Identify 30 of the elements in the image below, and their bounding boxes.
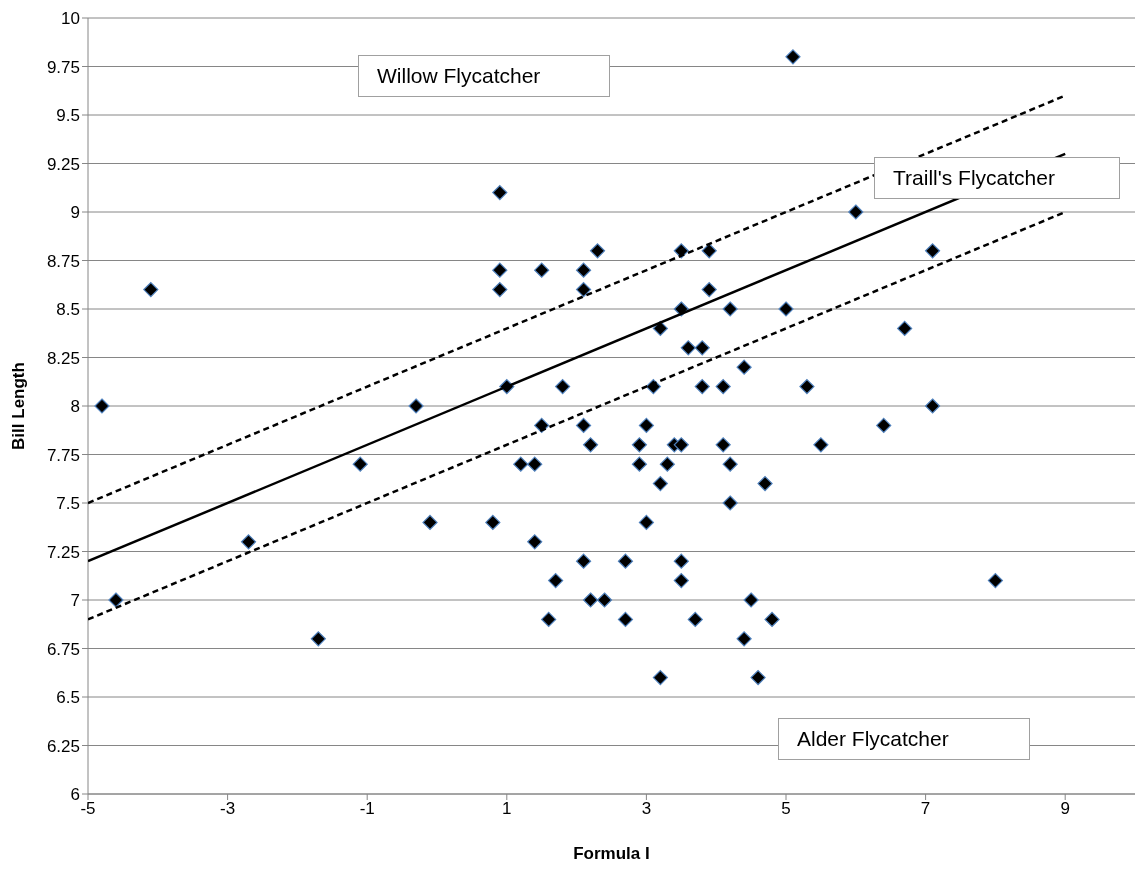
y-tick-label: 7.75 (46, 445, 80, 465)
y-tick-label: 9.5 (56, 106, 80, 126)
y-tick-label: 6 (70, 785, 80, 805)
y-axis-title: Bill Length (9, 362, 29, 450)
x-tick-label: -5 (80, 799, 96, 819)
y-tick-label: 7 (70, 591, 80, 611)
y-tick-label: 9.25 (46, 154, 80, 174)
y-tick-label: 10 (61, 9, 80, 29)
y-tick-label: 6.75 (46, 639, 80, 659)
y-tick-label: 6.5 (56, 688, 80, 708)
x-tick-label: -3 (220, 799, 236, 819)
y-tick-label: 8.25 (46, 348, 80, 368)
x-tick-label: 3 (641, 799, 652, 819)
y-tick-label: 9 (70, 203, 80, 223)
text-box: Willow Flycatcher (358, 55, 610, 97)
x-tick-label: 7 (920, 799, 931, 819)
y-tick-label: 9.75 (46, 57, 80, 77)
x-tick-label: -1 (359, 799, 375, 819)
y-tick-label: 7.5 (56, 494, 80, 514)
x-tick-label: 5 (781, 799, 791, 819)
y-tick-label: 8.75 (46, 251, 80, 271)
y-tick-label: 8 (70, 397, 80, 417)
text-box: Traill's Flycatcher (874, 157, 1120, 199)
x-tick-label: 9 (1060, 799, 1070, 819)
y-tick-label: 7.25 (46, 542, 80, 562)
text-box: Alder Flycatcher (778, 718, 1030, 760)
x-tick-label: 1 (502, 799, 512, 819)
x-axis-title: Formula I (573, 844, 650, 863)
y-tick-label: 6.25 (46, 736, 80, 756)
y-tick-label: 8.5 (56, 300, 80, 320)
